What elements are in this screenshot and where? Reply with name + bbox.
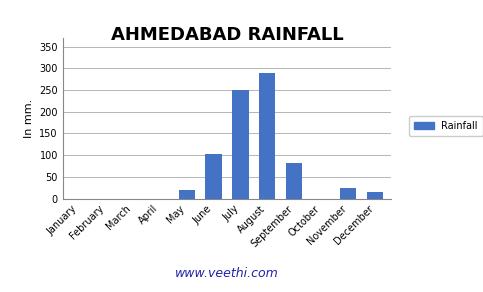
Bar <box>179 190 195 199</box>
Bar <box>340 188 356 199</box>
Y-axis label: In mm.: In mm. <box>24 99 34 138</box>
Legend: Rainfall: Rainfall <box>409 117 483 136</box>
Text: www.veethi.com: www.veethi.com <box>175 267 279 280</box>
Bar <box>232 90 249 199</box>
Bar <box>367 192 383 199</box>
Text: AHMEDABAD RAINFALL: AHMEDABAD RAINFALL <box>111 26 343 44</box>
Bar <box>205 154 222 199</box>
Bar <box>286 163 302 199</box>
Bar <box>259 73 275 199</box>
